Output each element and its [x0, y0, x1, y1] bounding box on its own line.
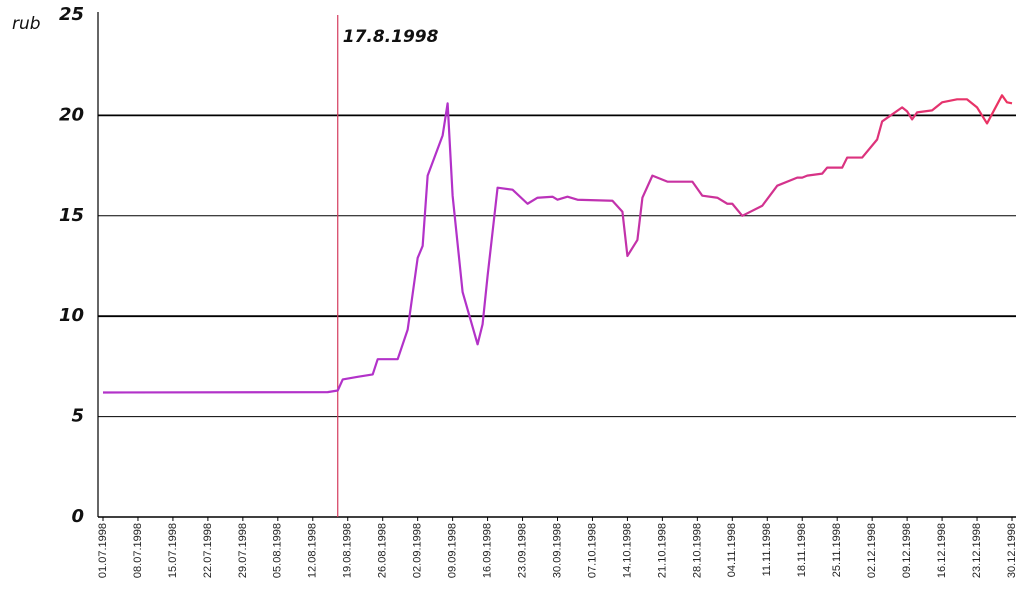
x-tick-label: 19.08.1998 [342, 523, 354, 578]
x-tick-label: 28.10.1998 [691, 523, 703, 578]
x-tick-label: 22.07.1998 [202, 523, 214, 578]
x-tick-label: 09.12.1998 [901, 523, 913, 578]
y-tick-label: 25 [59, 4, 84, 25]
x-tick-label: 25.11.1998 [831, 523, 843, 577]
x-tick-label: 04.11.1998 [726, 523, 738, 577]
x-tick-label: 08.07.1998 [132, 523, 144, 578]
x-tick-label: 16.12.1998 [936, 523, 948, 578]
x-tick-label: 29.07.1998 [237, 523, 249, 578]
x-tick-label: 18.11.1998 [796, 523, 808, 577]
x-tick-label: 07.10.1998 [586, 523, 598, 578]
x-tick-label: 30.12.1998 [1006, 523, 1018, 578]
series-line [102, 94, 1013, 394]
y-tick-label: 20 [59, 104, 84, 125]
y-tick-label: 5 [71, 406, 84, 427]
x-tick-label: 05.08.1998 [272, 523, 284, 578]
x-tick-label: 30.09.1998 [551, 523, 563, 578]
y-axis-label: rub [12, 14, 41, 34]
x-tick-label: 12.08.1998 [307, 523, 319, 578]
x-tick-label: 23.12.1998 [971, 523, 983, 578]
x-tick-label: 01.07.1998 [97, 523, 109, 578]
x-tick-label: 14.10.1998 [621, 523, 633, 578]
annotation-label: 17.8.1998 [343, 27, 439, 47]
x-tick-label: 11.11.1998 [761, 523, 773, 576]
x-tick-label: 16.09.1998 [481, 523, 493, 578]
y-tick-label: 15 [59, 205, 84, 226]
x-tick-label: 23.09.1998 [516, 523, 528, 578]
x-tick-label: 02.12.1998 [866, 523, 878, 578]
x-tick-label: 21.10.1998 [656, 523, 668, 578]
y-tick-label: 10 [59, 305, 84, 326]
x-tick-label: 26.08.1998 [377, 523, 389, 578]
x-tick-label: 02.09.1998 [412, 523, 424, 578]
x-tick-label: 09.09.1998 [447, 523, 459, 578]
y-tick-label: 0 [71, 506, 84, 527]
x-tick-label: 15.07.1998 [167, 523, 179, 578]
